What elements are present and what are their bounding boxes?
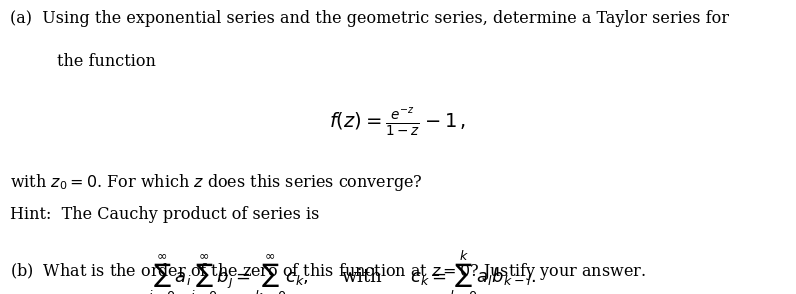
Text: (a)  Using the exponential series and the geometric series, determine a Taylor s: (a) Using the exponential series and the… bbox=[10, 10, 729, 27]
Text: Hint:  The Cauchy product of series is: Hint: The Cauchy product of series is bbox=[10, 206, 320, 223]
Text: $f(z) = \frac{e^{-z}}{1-z} - 1\,,$: $f(z) = \frac{e^{-z}}{1-z} - 1\,,$ bbox=[330, 106, 466, 138]
Text: (b)  What is the order of the zero of this function at $z = 0$? Justify your ans: (b) What is the order of the zero of thi… bbox=[10, 261, 646, 282]
Text: $\sum_{i=0}^{\infty} a_i \sum_{j=0}^{\infty} b_j = \sum_{k=0}^{\infty} c_k,\quad: $\sum_{i=0}^{\infty} a_i \sum_{j=0}^{\in… bbox=[148, 248, 537, 294]
Text: with $z_0 = 0$. For which $z$ does this series converge?: with $z_0 = 0$. For which $z$ does this … bbox=[10, 172, 423, 193]
Text: the function: the function bbox=[57, 53, 156, 70]
